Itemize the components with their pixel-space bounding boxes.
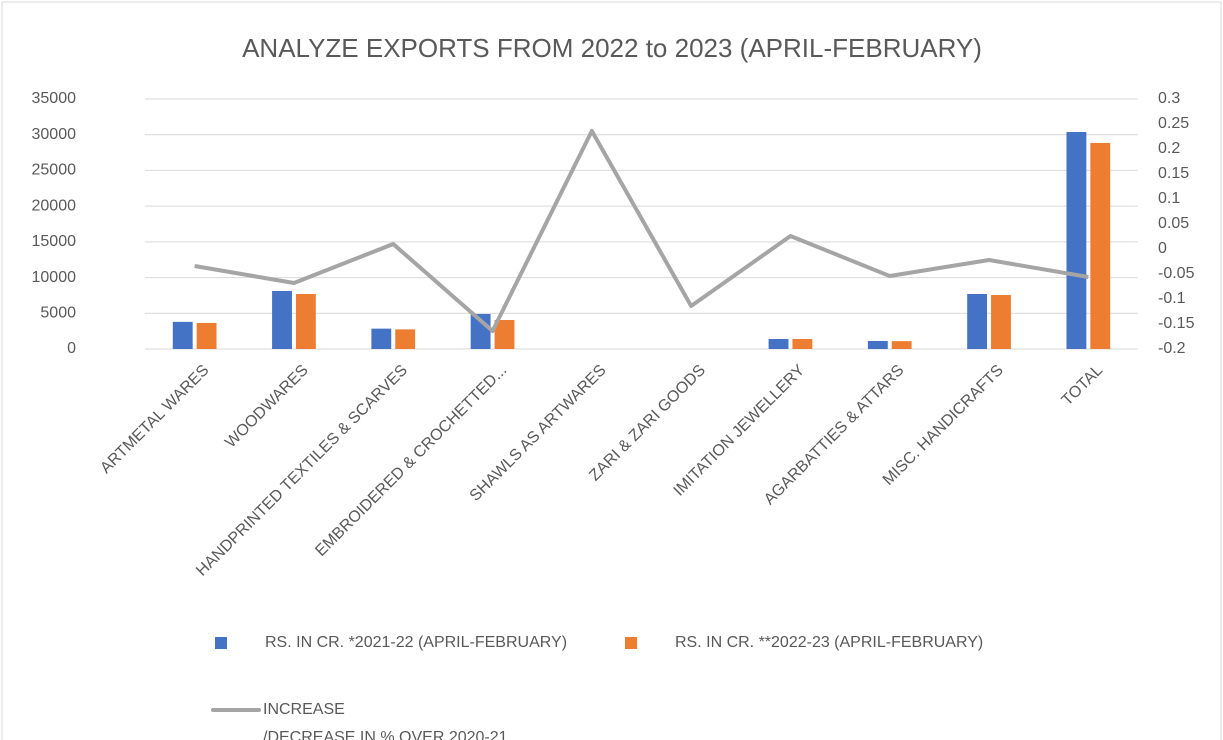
bar — [494, 320, 515, 349]
x-tick-label: ARTMETAL WARES — [97, 362, 212, 477]
y-tick-label: 10000 — [32, 269, 77, 286]
bar — [991, 295, 1011, 349]
y2-tick-label: -0.15 — [1158, 315, 1195, 332]
y2-tick-label: 0.3 — [1158, 90, 1180, 107]
y2-tick-label: 0.1 — [1158, 190, 1180, 207]
y2-tick-label: 0.05 — [1158, 215, 1189, 232]
chart-title: ANALYZE EXPORTS FROM 2022 to 2023 (APRIL… — [242, 33, 982, 63]
y2-tick-label: -0.05 — [1158, 265, 1195, 282]
bar — [395, 329, 416, 349]
y2-tick-label: 0.25 — [1158, 115, 1189, 132]
bar — [371, 328, 392, 349]
x-tick-label: WOODWARES — [222, 362, 312, 452]
y2-tick-label: 0 — [1158, 240, 1167, 257]
x-tick-label: ZARI & ZARI GOODS — [586, 362, 709, 485]
x-tick-label: HANDPRINTED TEXTILES & SCARVES — [193, 362, 411, 580]
y2-tick-label: -0.2 — [1158, 340, 1186, 357]
bar — [172, 321, 193, 349]
x-tick-label: EMBROIDERED & CROCHETTED... — [312, 362, 510, 560]
bar — [272, 291, 292, 349]
bar — [967, 294, 988, 349]
legend-swatch — [215, 637, 227, 649]
legend-swatch — [625, 637, 637, 649]
y2-tick-label: 0.15 — [1158, 165, 1189, 182]
y-tick-label: 30000 — [32, 126, 77, 143]
y-tick-label: 25000 — [32, 162, 77, 179]
legend-label: RS. IN CR. *2021-22 (APRIL-FEBRUARY) — [265, 634, 568, 651]
bar — [768, 339, 789, 349]
bar — [891, 341, 912, 349]
y-tick-label: 20000 — [32, 197, 77, 214]
bar — [196, 322, 217, 349]
y-tick-label: 15000 — [32, 233, 77, 250]
bar — [792, 339, 813, 349]
x-tick-label: TOTAL — [1059, 362, 1107, 410]
legend-label: INCREASE /DECREASE IN % OVER 2020-21 — [263, 701, 508, 740]
y-tick-label: 35000 — [32, 90, 77, 107]
y2-tick-label: -0.1 — [1158, 290, 1186, 307]
line-series — [194, 129, 1089, 333]
bar — [295, 294, 316, 349]
legend-label: RS. IN CR. **2022-23 (APRIL-FEBRUARY) — [675, 634, 984, 651]
bar — [1066, 132, 1087, 349]
y-tick-label: 0 — [67, 340, 76, 357]
bar — [867, 341, 888, 349]
bar — [1090, 142, 1111, 349]
y2-tick-label: 0.2 — [1158, 140, 1180, 157]
y-tick-label: 5000 — [40, 305, 76, 322]
